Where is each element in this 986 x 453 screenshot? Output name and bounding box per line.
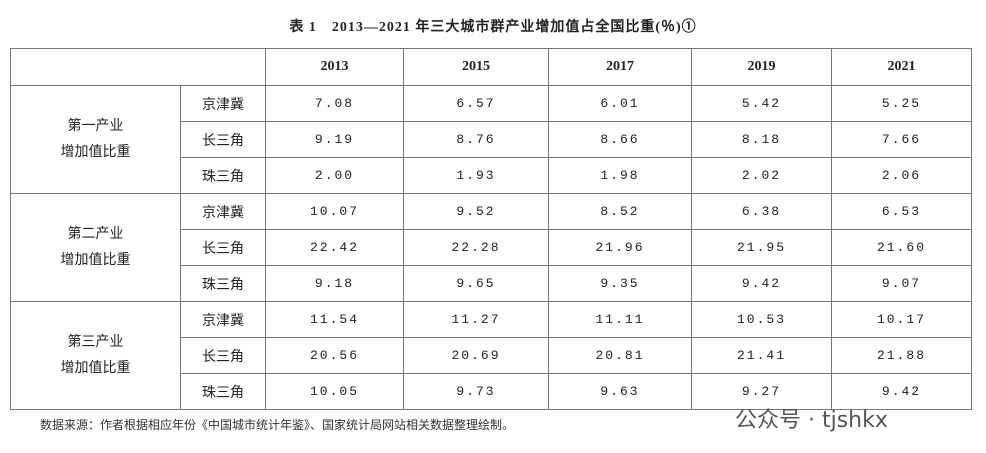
value-cell: 21.60 [831,229,972,266]
value-cell: 21.95 [691,229,832,266]
year-header: 2013 [265,48,404,86]
value-cell: 9.42 [691,265,832,302]
year-header: 2021 [831,48,972,86]
value-cell: 9.19 [265,121,404,158]
value-cell: 9.07 [831,265,972,302]
data-row: 长三角 9.19 8.76 8.66 8.18 7.66 [11,121,972,158]
value-cell: 6.53 [831,193,972,230]
data-row: 第二产业 增加值比重 京津冀 10.07 9.52 8.52 6.38 6.53 [10,193,972,302]
year-header: 2017 [548,48,692,86]
value-cell: 8.66 [548,121,692,158]
header-row: 2013 2015 2017 2019 2021 [10,48,972,86]
value-cell: 20.69 [403,337,549,374]
region-cell: 珠三角 [180,265,266,302]
value-cell: 9.52 [403,193,549,230]
value-cell: 10.05 [265,373,404,410]
group-cell: 第二产业 增加值比重 [10,193,181,302]
region-cell: 长三角 [180,337,266,374]
group-label: 第二产业 [67,226,124,242]
value-cell: 21.88 [831,337,972,374]
value-cell: 11.27 [403,301,549,338]
data-row: 长三角 20.56 20.69 20.81 21.41 21.88 [11,337,972,374]
value-cell: 7.66 [831,121,972,158]
value-cell: 6.38 [691,193,832,230]
region-cell: 珠三角 [180,157,266,194]
value-cell: 2.06 [831,157,972,194]
value-cell: 22.42 [265,229,404,266]
data-table: 2013 2015 2017 2019 2021 第一产业 增加值比重 京津冀 7.08 6.57… [10,48,972,410]
value-cell: 20.56 [265,337,404,374]
value-cell: 9.42 [831,373,972,410]
value-cell: 10.07 [265,193,404,230]
region-cell: 京津冀 [180,193,266,230]
value-cell: 6.01 [548,85,692,122]
value-cell: 8.52 [548,193,692,230]
value-cell: 22.28 [403,229,549,266]
value-cell: 2.00 [265,157,404,194]
value-cell: 10.53 [691,301,832,338]
value-cell: 9.73 [403,373,549,410]
value-cell: 5.25 [831,85,972,122]
watermark: 公众号 · tjshkx [735,408,888,433]
value-cell: 9.35 [548,265,692,302]
group-cell: 第三产业 增加值比重 [10,301,181,410]
group-label: 增加值比重 [60,144,131,160]
group-label: 增加值比重 [60,252,131,268]
region-cell: 京津冀 [180,85,266,122]
data-row: 第三产业 增加值比重 京津冀 11.54 11.27 11.11 10.53 10.17 [10,301,972,410]
corner-cell [10,48,266,86]
value-cell: 9.27 [691,373,832,410]
value-cell: 9.63 [548,373,692,410]
data-row: 第一产业 增加值比重 京津冀 7.08 6.57 6.01 5.42 5.25 [10,85,972,194]
value-cell: 8.76 [403,121,549,158]
group-label: 第三产业 [67,334,124,350]
group-label: 增加值比重 [60,360,131,376]
value-cell: 21.41 [691,337,832,374]
value-cell: 8.18 [691,121,832,158]
value-cell: 7.08 [265,85,404,122]
year-header: 2015 [403,48,549,86]
value-cell: 9.65 [403,265,549,302]
table-title: 表 1 2013—2021 年三大城市群产业增加值占全国比重(％)① [289,20,697,35]
source-note: 数据来源：作者根据相应年份《中国城市统计年鉴》、国家统计局网站相关数据整理绘制。 [40,418,515,432]
value-cell: 2.02 [691,157,832,194]
group-cell: 第一产业 增加值比重 [10,85,181,194]
region-cell: 珠三角 [180,373,266,410]
value-cell: 10.17 [831,301,972,338]
value-cell: 20.81 [548,337,692,374]
data-row: 珠三角 10.05 9.73 9.63 9.27 9.42 [11,373,972,410]
value-cell: 11.11 [548,301,692,338]
value-cell: 9.18 [265,265,404,302]
value-cell: 5.42 [691,85,832,122]
data-row: 长三角 22.42 22.28 21.96 21.95 21.60 [11,229,972,266]
value-cell: 6.57 [403,85,549,122]
region-cell: 京津冀 [180,301,266,338]
region-cell: 长三角 [180,229,266,266]
value-cell: 11.54 [265,301,404,338]
data-row: 珠三角 2.00 1.93 1.98 2.02 2.06 [11,157,972,194]
group-label: 第一产业 [67,118,124,134]
data-row: 珠三角 9.18 9.65 9.35 9.42 9.07 [11,265,972,302]
value-cell: 1.93 [403,157,549,194]
value-cell: 21.96 [548,229,692,266]
year-header: 2019 [691,48,832,86]
value-cell: 1.98 [548,157,692,194]
region-cell: 长三角 [180,121,266,158]
